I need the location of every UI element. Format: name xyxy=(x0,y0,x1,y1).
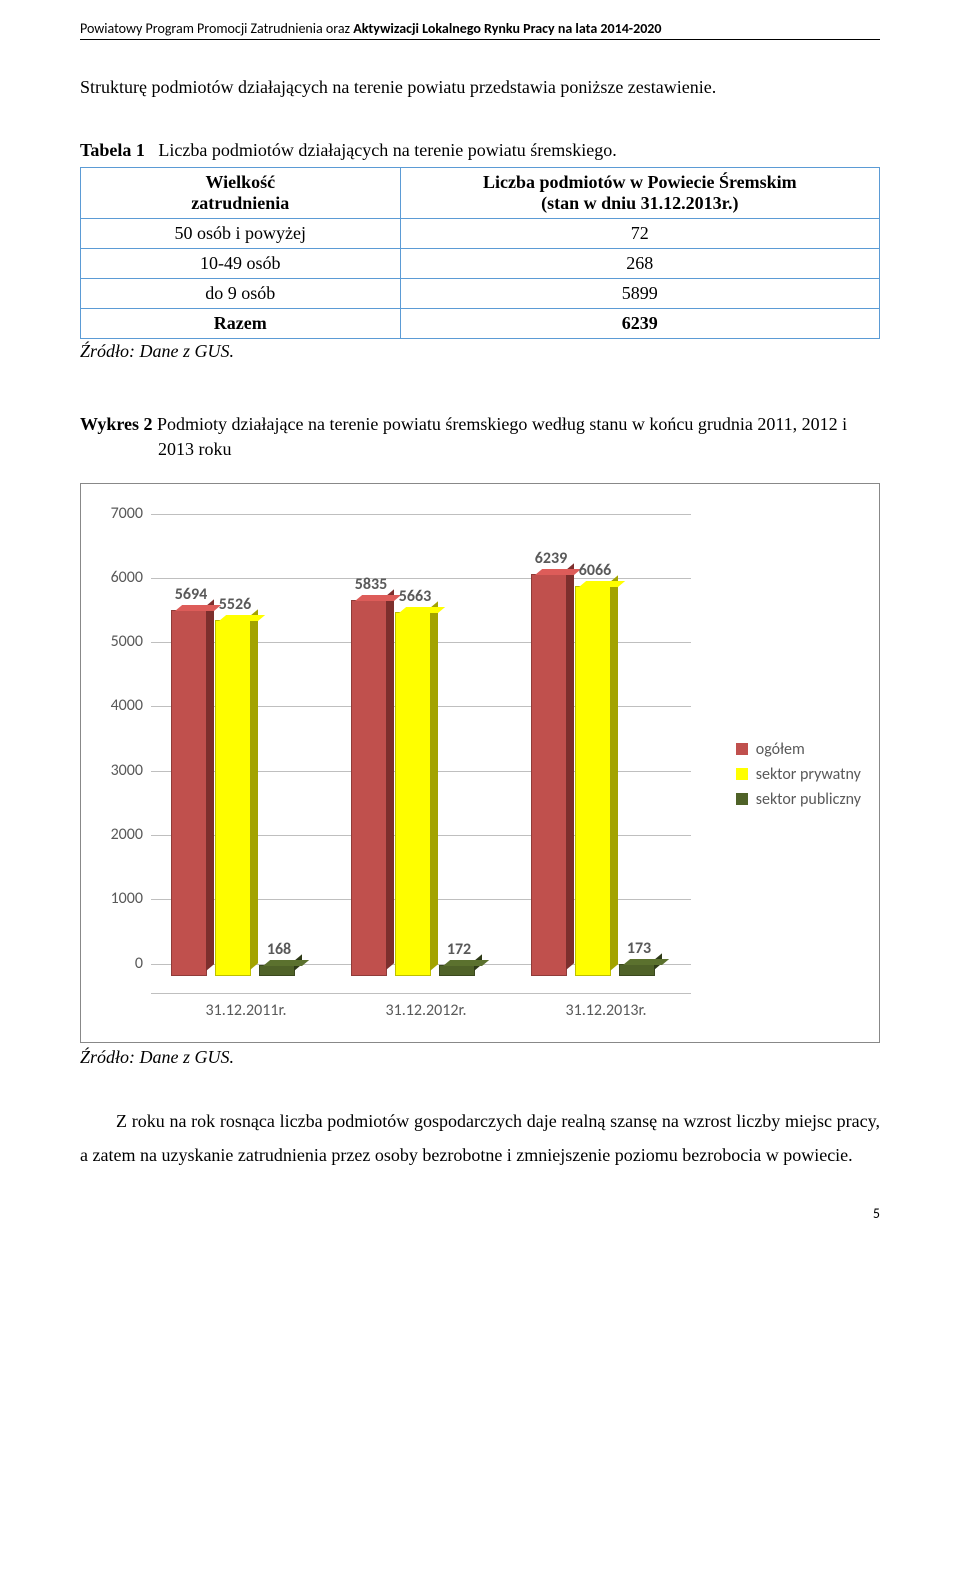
y-tick-label: 5000 xyxy=(83,632,143,651)
legend-swatch xyxy=(736,768,748,780)
row-value: 72 xyxy=(400,219,879,249)
bar-value-label: 172 xyxy=(434,940,484,959)
th-right-l1: Liczba podmiotów w Powiecie Śremskim xyxy=(483,172,797,192)
bar-group: 5835566317231.12.2012r. xyxy=(351,514,501,994)
x-tick-label: 31.12.2011r. xyxy=(171,1001,321,1020)
bar-value-label: 5694 xyxy=(166,585,216,604)
data-table: Wielkość zatrudnienia Liczba podmiotów w… xyxy=(80,167,880,339)
table-caption: Tabela 1 Liczba podmiotów działających n… xyxy=(80,140,880,161)
bar xyxy=(619,964,655,975)
total-value: 6239 xyxy=(400,309,879,339)
table-row: 50 osób i powyżej 72 xyxy=(81,219,880,249)
table-header-right: Liczba podmiotów w Powiecie Śremskim (st… xyxy=(400,168,879,219)
table-total-row: Razem 6239 xyxy=(81,309,880,339)
running-header: Powiatowy Program Promocji Zatrudnienia … xyxy=(80,20,880,40)
legend-label: sektor publiczny xyxy=(756,790,861,809)
bar-value-label: 6066 xyxy=(570,561,620,580)
legend-label: sektor prywatny xyxy=(756,765,861,784)
chart-caption-text: Podmioty działające na terenie powiatu ś… xyxy=(157,414,847,459)
chart-source: Źródło: Dane z GUS. xyxy=(80,1047,880,1068)
bar-value-label: 5835 xyxy=(346,575,396,594)
intro-paragraph: Strukturę podmiotów działających na tere… xyxy=(80,70,880,104)
page-number: 5 xyxy=(873,1205,880,1222)
bar-group: 5694552616831.12.2011r. xyxy=(171,514,321,994)
chart: 0 1000 2000 3000 4000 5000 6000 7000 56945526 168… xyxy=(80,483,880,1043)
legend-item: ogółem xyxy=(736,740,861,759)
table-row: 10-49 osób 268 xyxy=(81,249,880,279)
row-value: 268 xyxy=(400,249,879,279)
bar-group: 6239606617331.12.2013r. xyxy=(531,514,681,994)
bar-value-label: 173 xyxy=(614,939,664,958)
y-tick-label: 4000 xyxy=(83,696,143,715)
th-right-l2: (stan w dniu 31.12.2013r.) xyxy=(541,193,738,213)
bar xyxy=(259,965,295,976)
plot-area: 0100020003000400050006000700056945526168… xyxy=(151,514,691,994)
row-label: 50 osób i powyżej xyxy=(81,219,401,249)
y-tick-label: 6000 xyxy=(83,568,143,587)
legend-swatch xyxy=(736,743,748,755)
y-tick-label: 1000 xyxy=(83,889,143,908)
legend-swatch xyxy=(736,793,748,805)
th-left-l2: zatrudnienia xyxy=(191,193,289,213)
table-header-left: Wielkość zatrudnienia xyxy=(81,168,401,219)
bar xyxy=(439,965,475,976)
row-value: 5899 xyxy=(400,279,879,309)
row-label: 10-49 osób xyxy=(81,249,401,279)
bar-value-label: 5526 xyxy=(210,595,260,614)
total-label: Razem xyxy=(81,309,401,339)
th-left-l1: Wielkość xyxy=(205,172,275,192)
closing-paragraph: Z roku na rok rosnąca liczba podmiotów g… xyxy=(80,1104,880,1172)
bar xyxy=(215,620,251,975)
bar xyxy=(395,612,431,976)
bar xyxy=(575,586,611,976)
y-tick-label: 2000 xyxy=(83,825,143,844)
header-prefix: Powiatowy Program Promocji Zatrudnienia … xyxy=(80,20,353,37)
chart-caption-prefix: Wykres 2 xyxy=(80,414,153,434)
x-tick-label: 31.12.2012r. xyxy=(351,1001,501,1020)
y-tick-label: 7000 xyxy=(83,504,143,523)
y-tick-label: 3000 xyxy=(83,761,143,780)
table-row: do 9 osób 5899 xyxy=(81,279,880,309)
bar xyxy=(531,574,567,975)
bar xyxy=(351,600,387,975)
bar-value-label: 6239 xyxy=(526,549,576,568)
legend-item: sektor prywatny xyxy=(736,765,861,784)
y-tick-label: 0 xyxy=(83,954,143,973)
legend-item: sektor publiczny xyxy=(736,790,861,809)
row-label: do 9 osób xyxy=(81,279,401,309)
legend: ogółem sektor prywatny sektor publiczny xyxy=(736,734,861,815)
legend-label: ogółem xyxy=(756,740,805,759)
x-tick-label: 31.12.2013r. xyxy=(531,1001,681,1020)
page: Powiatowy Program Promocji Zatrudnienia … xyxy=(0,0,960,1228)
table-caption-prefix: Tabela 1 xyxy=(80,140,145,160)
bar-value-label: 5663 xyxy=(390,587,440,606)
table-source: Źródło: Dane z GUS. xyxy=(80,341,880,362)
header-bold: Aktywizacji Lokalnego Rynku Pracy na lat… xyxy=(353,20,661,37)
table-caption-text: Liczba podmiotów działających na terenie… xyxy=(158,140,616,160)
bar-value-label: 168 xyxy=(254,940,304,959)
chart-caption: Wykres 2 Podmioty działające na terenie … xyxy=(80,412,880,462)
bar xyxy=(171,610,207,976)
